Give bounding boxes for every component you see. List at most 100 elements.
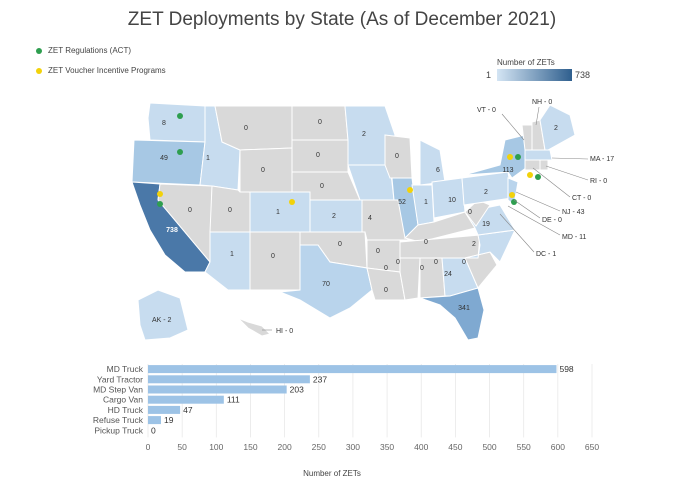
voucher-marker-CO [289, 199, 295, 205]
label-SD: 0 [316, 152, 320, 159]
bar[interactable] [148, 416, 161, 425]
state-LA[interactable] [366, 267, 406, 301]
state-AL[interactable] [419, 257, 446, 299]
bar[interactable] [148, 385, 287, 394]
state-NC[interactable] [464, 229, 516, 263]
state-CO[interactable] [249, 191, 311, 233]
state-HI[interactable] [237, 317, 271, 337]
bar-value-label: 598 [559, 364, 573, 374]
green-dot-icon [36, 47, 42, 54]
label-TX: 70 [322, 281, 330, 288]
label-AR: 0 [384, 265, 388, 272]
label-NH: NH - 0 [532, 99, 552, 106]
state-MS[interactable] [399, 257, 421, 301]
bar[interactable] [148, 365, 557, 374]
label-WY: 0 [261, 167, 265, 174]
x-tick-label: 600 [551, 442, 565, 452]
label-NM: 0 [271, 253, 275, 260]
label-VA: 19 [482, 221, 490, 228]
label-RI: RI - 0 [590, 178, 607, 185]
label-ID: 1 [206, 155, 210, 162]
bar-value-label: 203 [290, 385, 304, 395]
x-tick-label: 400 [414, 442, 428, 452]
x-tick-label: 250 [312, 442, 326, 452]
label-IN: 1 [424, 199, 428, 206]
category-label: HD Truck [108, 405, 144, 415]
category-label: Refuse Truck [93, 415, 144, 425]
category-label: MD Truck [107, 364, 144, 374]
voucher-marker-MA [527, 172, 533, 178]
legend-act-label: ZET Regulations (ACT) [48, 46, 131, 55]
label-NV: 0 [188, 207, 192, 214]
x-tick-label: 550 [517, 442, 531, 452]
label-KY: 0 [424, 239, 428, 246]
yellow-dot-icon [36, 67, 42, 74]
bar-value-label: 237 [313, 374, 327, 384]
state-NM[interactable] [249, 231, 301, 291]
label-NJ: NJ - 43 [562, 209, 585, 216]
label-NY: 113 [502, 167, 513, 174]
label-AL: 0 [420, 265, 424, 272]
act-marker-NJ [511, 199, 517, 205]
label-DC: DC - 1 [536, 251, 556, 258]
state-MI[interactable] [419, 139, 446, 186]
label-WA: 8 [162, 120, 166, 127]
category-label: Pickup Truck [94, 425, 143, 435]
label-LA: 0 [384, 287, 388, 294]
label-MI: 6 [436, 167, 440, 174]
act-marker-WA [177, 113, 183, 119]
x-tick-label: 50 [177, 442, 187, 452]
x-axis-title: Number of ZETs [303, 469, 361, 478]
legend-voucher-label: ZET Voucher Incentive Programs [48, 66, 166, 75]
label-NC: 2 [472, 241, 476, 248]
bar-chart: 0 50 100 150 200 250 300 350 400 450 500 550 600 650 M… [93, 364, 599, 478]
bar[interactable] [148, 395, 224, 404]
bar-value-label: 19 [164, 415, 174, 425]
label-HI: HI - 0 [276, 328, 293, 335]
state-MT[interactable] [214, 105, 293, 151]
label-SC: 0 [462, 259, 466, 266]
label-ME: 2 [554, 125, 558, 132]
x-tick-label: 150 [243, 442, 257, 452]
state-WA[interactable] [147, 102, 206, 143]
color-scale-title: Number of ZETs [497, 58, 555, 67]
x-tick-label: 650 [585, 442, 599, 452]
label-DE: DE - 0 [542, 217, 562, 224]
x-tick-label: 300 [346, 442, 360, 452]
label-CO: 1 [276, 209, 280, 216]
state-AZ[interactable] [204, 231, 251, 291]
label-MO: 0 [376, 248, 380, 255]
label-MA: MA - 17 [590, 156, 614, 163]
state-FL[interactable] [419, 287, 485, 341]
state-OR[interactable] [131, 139, 206, 186]
bar[interactable] [148, 375, 310, 384]
label-FL: 341 [458, 305, 470, 312]
label-AZ: 1 [230, 251, 234, 258]
act-marker-OR [177, 149, 183, 155]
voucher-marker-NJ [509, 192, 515, 198]
voucher-marker-CA [157, 191, 163, 197]
label-TN: 0 [434, 259, 438, 266]
legend-act: ZET Regulations (ACT) [36, 46, 131, 55]
state-ME[interactable] [539, 104, 576, 151]
state-KS[interactable] [309, 199, 363, 233]
label-ND: 0 [318, 119, 322, 126]
state-RI[interactable] [539, 159, 549, 171]
x-tick-label: 100 [209, 442, 223, 452]
label-OH: 10 [448, 197, 456, 204]
label-KS: 2 [332, 213, 336, 220]
label-MS: 0 [396, 259, 400, 266]
label-CA: 738 [166, 227, 178, 234]
state-AK[interactable] [137, 289, 189, 341]
legend-voucher: ZET Voucher Incentive Programs [36, 66, 166, 75]
bar[interactable] [148, 405, 181, 414]
state-CT[interactable] [524, 159, 541, 171]
state-MA[interactable] [524, 149, 553, 161]
state-TX[interactable] [279, 244, 373, 319]
state-SD[interactable] [291, 139, 349, 173]
category-label: MD Step Van [93, 385, 143, 395]
bar-value-label: 111 [227, 395, 240, 405]
state-WY[interactable] [239, 147, 293, 193]
label-MN: 2 [362, 131, 366, 138]
